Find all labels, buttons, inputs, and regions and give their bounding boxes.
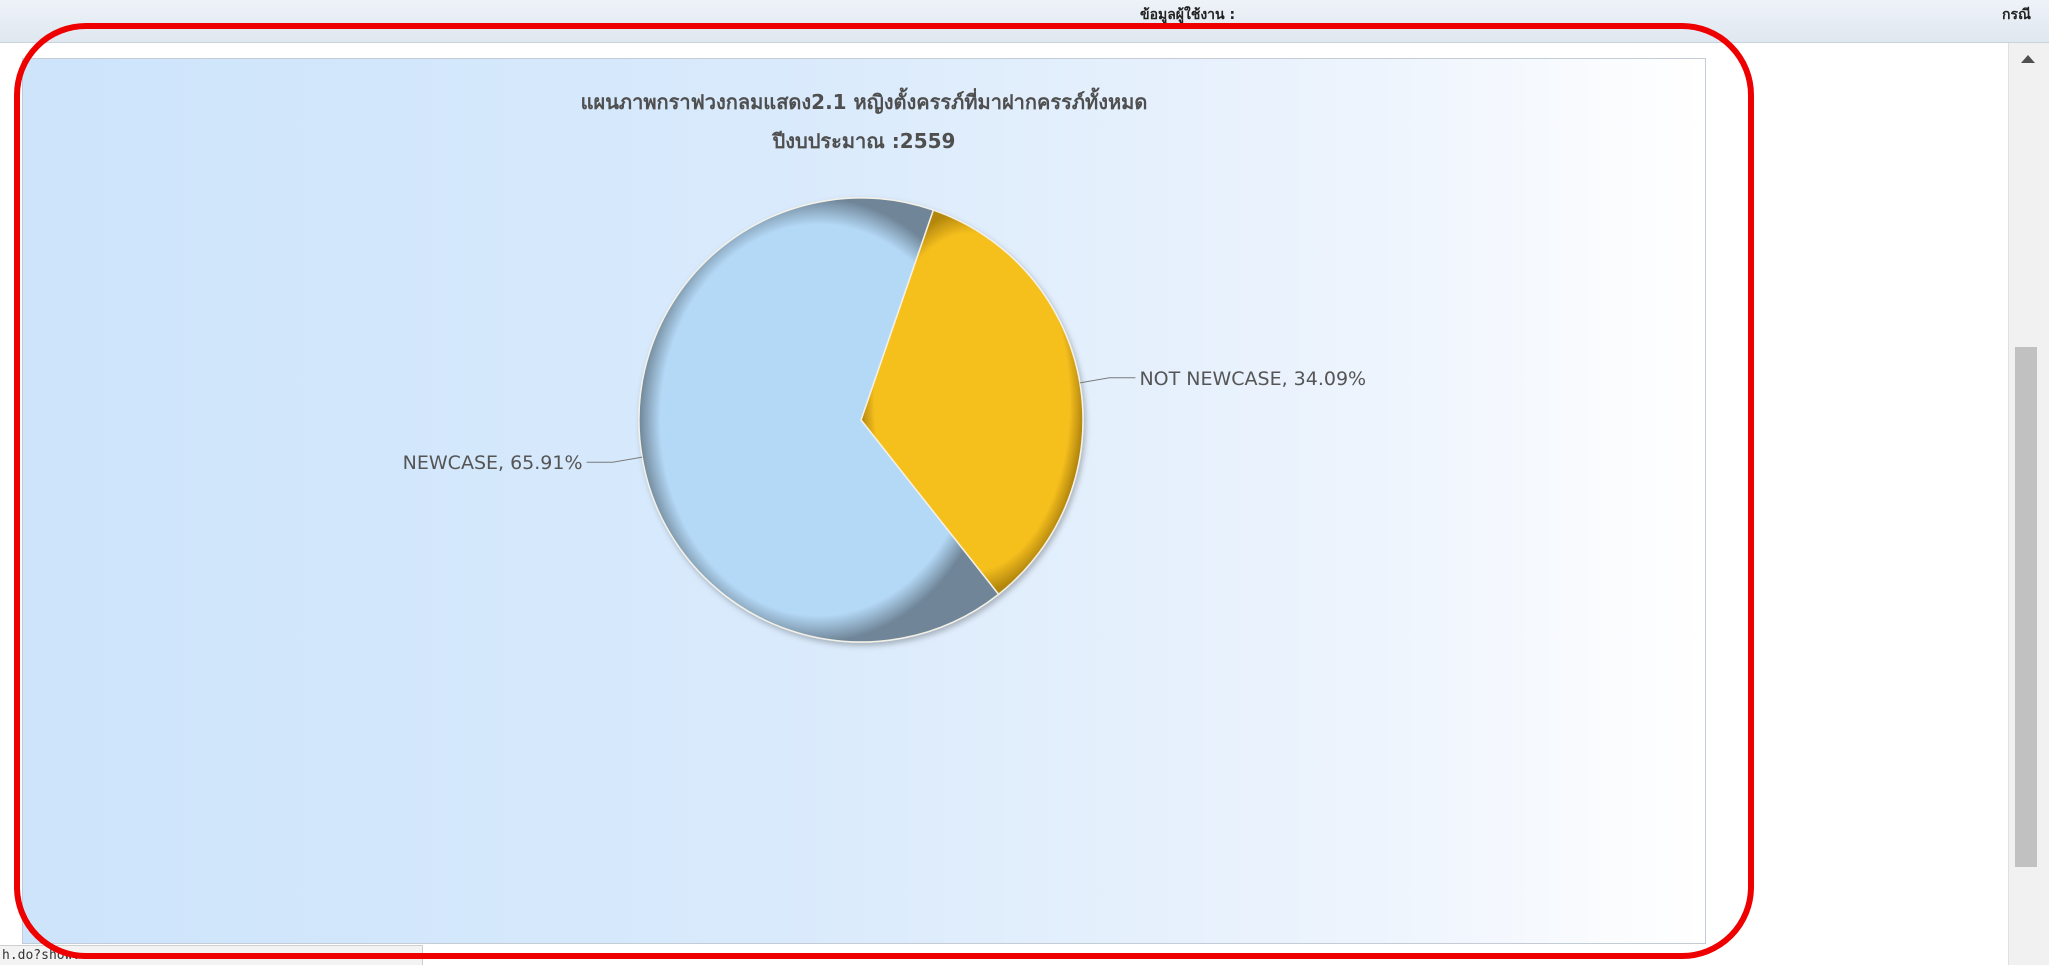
label-connector-not-newcase <box>1079 377 1136 384</box>
pie-slice-not-newcase[interactable] <box>860 209 1084 596</box>
pie-chart: แผนภาพกราฟวงกลมแสดง2.1 หญิงตั้งครรภ์ที่ม… <box>403 87 1366 643</box>
chart-panel: แผนภาพกราฟวงกลมแสดง2.1 หญิงตั้งครรภ์ที่ม… <box>22 58 1706 944</box>
slice-label-not-newcase: NOT NEWCASE, 34.09% <box>1139 368 1366 390</box>
scroll-up-arrow-icon[interactable] <box>2021 55 2035 63</box>
scrollbar-thumb[interactable] <box>2015 347 2037 867</box>
chart-title: แผนภาพกราฟวงกลมแสดง2.1 หญิงตั้งครรภ์ที่ม… <box>581 87 1148 114</box>
chart-subtitle: ปีงบประมาณ :2559 <box>771 129 955 153</box>
status-bar-url: h.do?show... <box>0 945 423 965</box>
topbar-right-label: กรณี <box>2002 7 2031 23</box>
pie-slice-newcase[interactable] <box>638 197 1000 643</box>
top-bar: ข้อมูลผู้ใช้งาน : กรณี <box>0 0 2049 43</box>
vertical-scrollbar[interactable] <box>2008 43 2049 965</box>
label-connector-newcase <box>586 456 643 463</box>
pie-labels: NOT NEWCASE, 34.09% NEWCASE, 65.91% <box>403 368 1366 474</box>
content-area: แผนภาพกราฟวงกลมแสดง2.1 หญิงตั้งครรภ์ที่ม… <box>0 43 2008 965</box>
user-info-label: ข้อมูลผู้ใช้งาน : <box>1140 7 1236 23</box>
pie-slices <box>638 197 1084 643</box>
slice-label-newcase: NEWCASE, 65.91% <box>403 452 583 474</box>
